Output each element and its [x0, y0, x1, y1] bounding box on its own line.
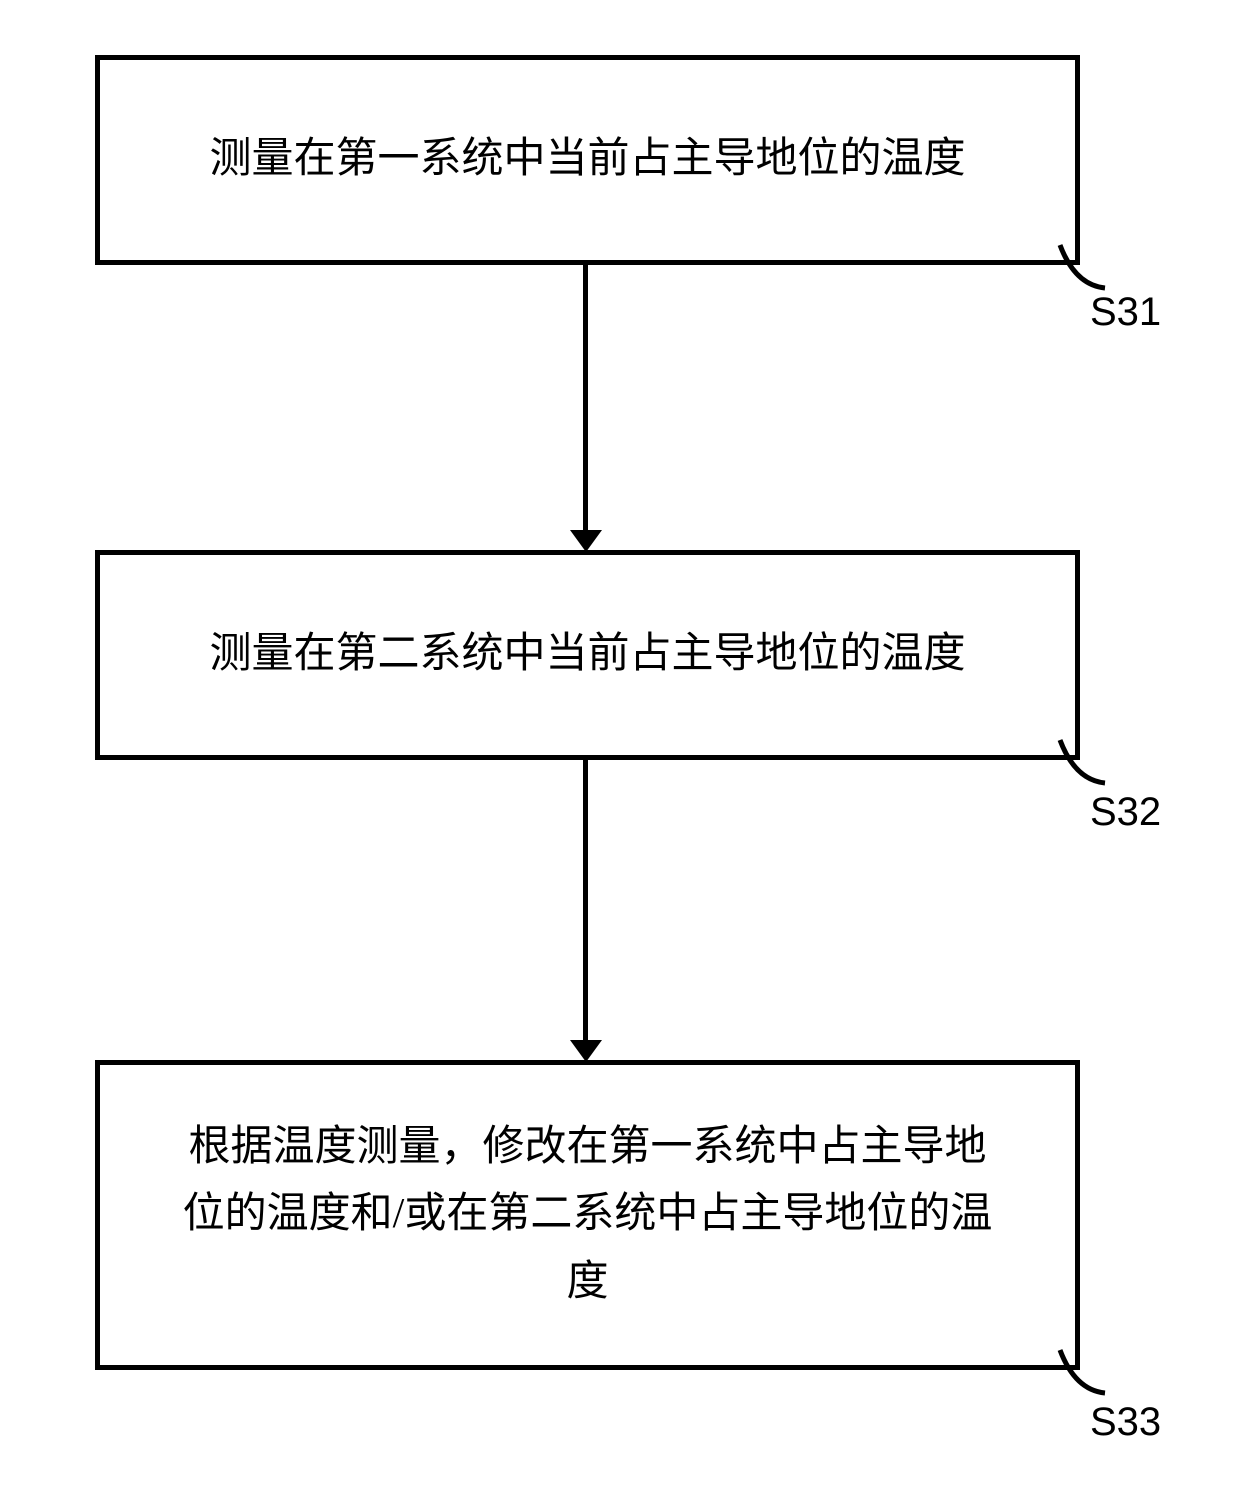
- arrow-2-head: [570, 1040, 602, 1062]
- arrow-1-head: [570, 530, 602, 552]
- flowchart-node-1: 测量在第一系统中当前占主导地位的温度: [95, 55, 1080, 265]
- arrow-1: [583, 265, 588, 535]
- flowchart-node-3: 根据温度测量，修改在第一系统中占主导地位的温度和/或在第二系统中占主导地位的温度: [95, 1060, 1080, 1370]
- node-2-text: 测量在第二系统中当前占主导地位的温度: [209, 621, 965, 688]
- node-3-label: S33: [1090, 1400, 1161, 1445]
- callout-curve-3: [1055, 1345, 1115, 1405]
- arrow-2: [583, 760, 588, 1045]
- node-3-text: 根据温度测量，修改在第一系统中占主导地位的温度和/或在第二系统中占主导地位的温度: [178, 1114, 998, 1316]
- node-2-label: S32: [1090, 790, 1161, 835]
- callout-curve-2: [1055, 735, 1115, 795]
- node-1-label: S31: [1090, 290, 1161, 335]
- node-1-text: 测量在第一系统中当前占主导地位的温度: [209, 126, 965, 193]
- flowchart-node-2: 测量在第二系统中当前占主导地位的温度: [95, 550, 1080, 760]
